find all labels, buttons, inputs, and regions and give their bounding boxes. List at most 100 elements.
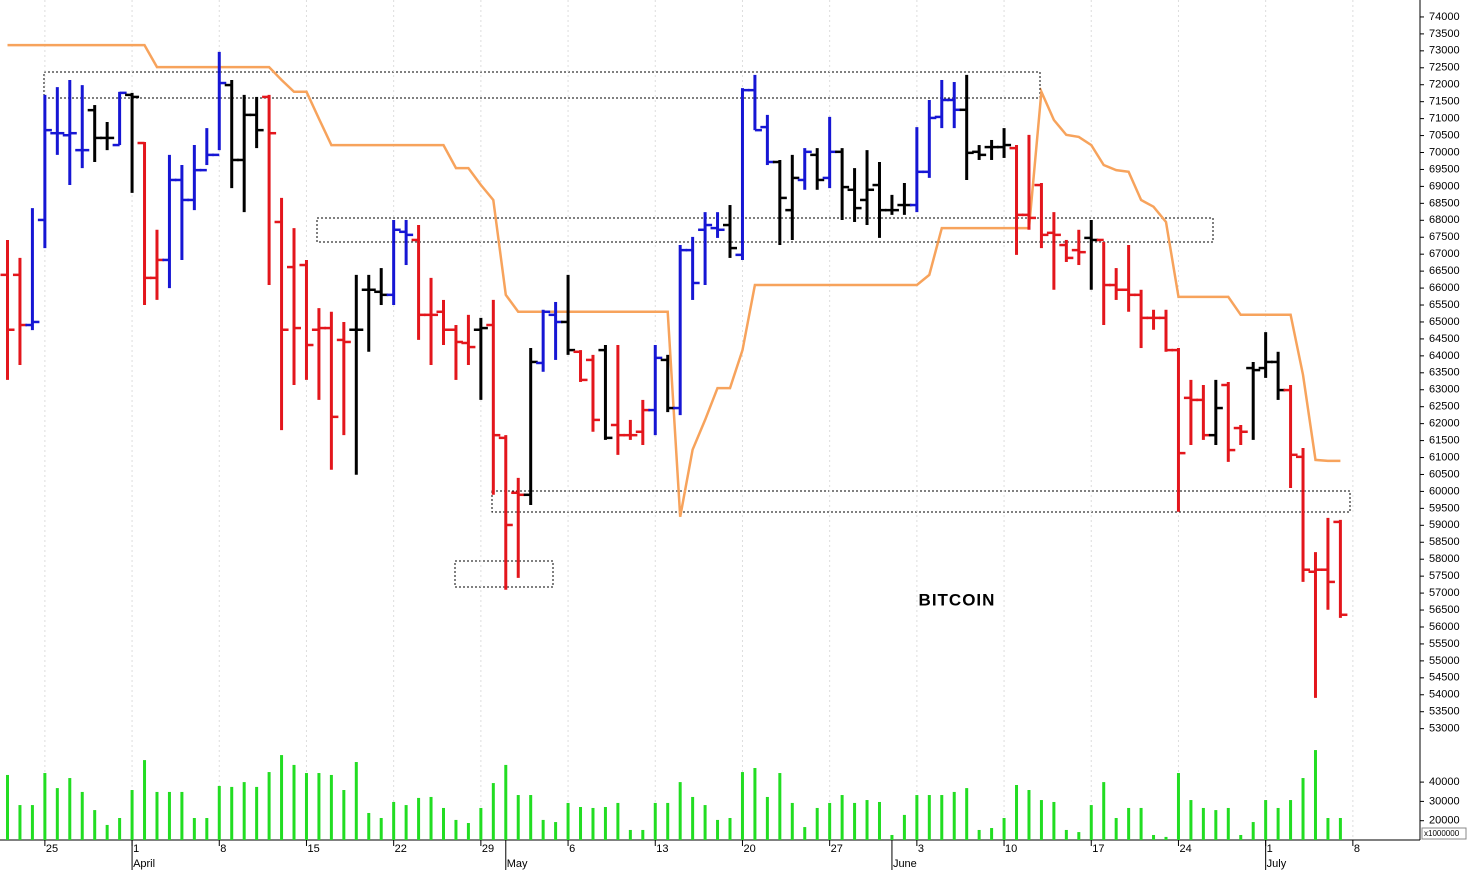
ohlc-bar: [623, 419, 638, 440]
ohlc-bar: [1171, 348, 1186, 512]
ohlc-bar: [685, 236, 700, 300]
ohlc-bar: [972, 145, 987, 160]
y-tick-label: 68500: [1429, 197, 1460, 209]
ohlc-bar: [137, 141, 152, 306]
y-tick-label: 63500: [1429, 367, 1460, 379]
volume-bar: [55, 788, 59, 840]
ohlc-bar: [349, 274, 364, 475]
ohlc-bar: [797, 148, 812, 190]
volume-bar: [641, 829, 645, 840]
y-tick-label: 71000: [1429, 113, 1460, 125]
volume-bar: [716, 819, 720, 840]
ohlc-bar: [747, 74, 762, 132]
volume-bar: [778, 773, 782, 840]
ohlc-bar: [87, 105, 102, 162]
volume-bar: [1214, 810, 1218, 840]
ohlc-bar: [561, 274, 576, 355]
ohlc-bar: [162, 154, 177, 289]
volume-bar: [1164, 836, 1168, 840]
x-tick-label: 13: [656, 843, 668, 855]
ohlc-bar: [835, 148, 850, 220]
volume-bar: [927, 795, 931, 840]
ohlc-bar: [997, 128, 1012, 158]
ohlc-bar: [511, 477, 526, 578]
volume-bar: [740, 772, 744, 840]
ohlc-bar: [1046, 212, 1061, 290]
x-tick-label: 3: [918, 843, 924, 855]
y-tick-label: 53000: [1429, 723, 1460, 735]
ohlc-bar: [473, 317, 488, 400]
volume-bar: [765, 796, 769, 840]
x-tick-label: 8: [220, 843, 226, 855]
volume-bar: [43, 773, 47, 840]
ohlc-bar: [100, 122, 115, 151]
ohlc-bar: [274, 197, 289, 431]
ohlc-bar: [723, 205, 738, 258]
volume-bar: [392, 801, 396, 840]
volume-bar: [1201, 807, 1205, 840]
volume-bar: [466, 823, 470, 840]
x-tick-label: 6: [569, 843, 575, 855]
x-tick-label: 25: [46, 843, 58, 855]
ohlc-bar: [860, 150, 875, 226]
y-tick-label: 73500: [1429, 28, 1460, 40]
volume-bar: [666, 802, 670, 840]
volume-bar: [429, 796, 433, 840]
volume-bar: [803, 827, 807, 840]
ohlc-bar: [187, 145, 202, 211]
ohlc-bar: [1071, 229, 1086, 266]
ohlc-bar: [1146, 309, 1161, 330]
volume-bar: [180, 791, 184, 840]
volume-bar: [853, 802, 857, 840]
y-tick-label: 62500: [1429, 401, 1460, 413]
volume-unit: x1000000: [1424, 829, 1460, 838]
y-tick-label: 59000: [1429, 519, 1460, 531]
volume-bar: [653, 802, 657, 840]
y-tick-label: 58500: [1429, 536, 1460, 548]
volume-bar: [877, 801, 881, 840]
ohlc-bar: [847, 168, 862, 222]
volume-bar: [728, 817, 732, 840]
volume-bar: [1264, 800, 1268, 840]
y-tick-label: 61000: [1429, 451, 1460, 463]
ohlc-bar: [1196, 385, 1211, 440]
y-tick-label: 69000: [1429, 180, 1460, 192]
ohlc-bar: [361, 274, 376, 352]
support-zone: [454, 560, 554, 588]
volume-bar: [703, 805, 707, 840]
ohlc-bar: [1183, 379, 1198, 445]
ohlc-bar: [25, 208, 40, 331]
ohlc-bar: [536, 309, 551, 372]
volume-bar: [354, 762, 358, 840]
volume-bar: [304, 773, 308, 840]
volume-tick-label: 40000: [1429, 776, 1460, 788]
ohlc-bar: [635, 399, 650, 445]
ohlc-bar: [174, 165, 189, 260]
volume-bar: [367, 812, 371, 840]
month-label: June: [893, 858, 917, 870]
ohlc-bar: [237, 94, 252, 213]
ohlc-bar: [1333, 519, 1348, 618]
ohlc-bar: [872, 161, 887, 238]
ohlc-bar: [224, 79, 239, 189]
x-tick-label: 8: [1354, 843, 1360, 855]
x-tick-label: 22: [395, 843, 407, 855]
volume-bar: [1239, 834, 1243, 840]
month-label: July: [1267, 858, 1287, 870]
ohlc-bar: [735, 88, 750, 260]
volume-bar: [977, 829, 981, 840]
y-tick-label: 54000: [1429, 689, 1460, 701]
ohlc-bar: [1109, 268, 1124, 300]
y-tick-label: 70000: [1429, 146, 1460, 158]
volume-bar: [217, 785, 221, 840]
volume-bar: [554, 822, 558, 840]
ohlc-bar: [399, 219, 414, 266]
y-tick-label: 66000: [1429, 282, 1460, 294]
ohlc-bar: [461, 314, 476, 366]
volume-bar: [118, 817, 122, 840]
ohlc-bar: [1084, 219, 1099, 290]
ohlc-bar: [785, 154, 800, 240]
y-tick-label: 73000: [1429, 45, 1460, 57]
ohlc-bar: [1009, 145, 1024, 255]
ohlc-bar: [299, 259, 314, 380]
